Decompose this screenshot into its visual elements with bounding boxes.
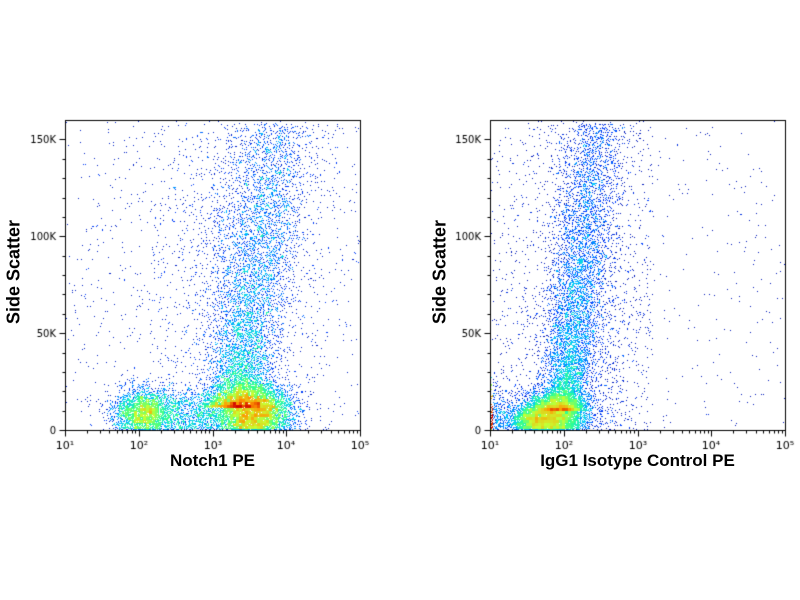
notch1-density-plot-canvas <box>7 108 377 470</box>
x-axis-label-notch1: Notch1 PE <box>169 451 256 470</box>
x-axis-label-isotype-control: IgG1 Isotype Control PE <box>540 451 735 470</box>
isotype-control-density-plot-canvas <box>432 108 800 470</box>
y-axis-label-right: Side Scatter <box>429 219 450 325</box>
y-axis-label-left: Side Scatter <box>3 219 24 325</box>
